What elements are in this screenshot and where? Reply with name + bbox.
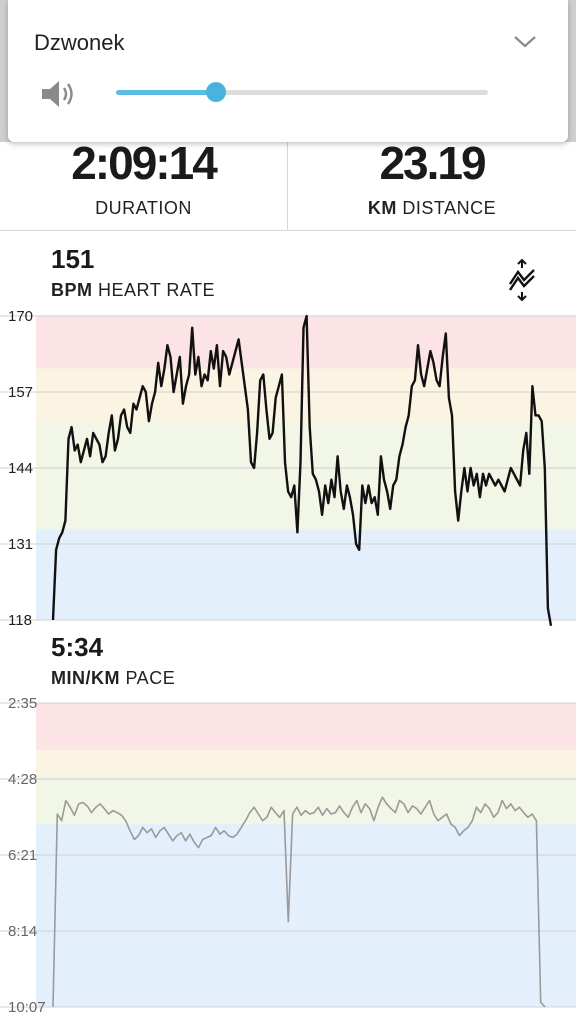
zone-band-2 xyxy=(36,776,576,825)
y-tick-label: 6:21 xyxy=(8,847,37,864)
pace-label-text: PACE xyxy=(125,668,176,688)
series-line xyxy=(51,314,553,627)
speaker-icon[interactable] xyxy=(40,78,80,110)
y-tick-label: 144 xyxy=(8,460,33,477)
volume-slider-thumb[interactable] xyxy=(206,82,227,102)
y-tick-label: 8:14 xyxy=(8,923,37,940)
heart-rate-label-text: HEART RATE xyxy=(98,280,216,300)
chevron-down-icon[interactable] xyxy=(510,28,540,54)
chart-toggle-icon[interactable] xyxy=(506,258,538,302)
heart-rate-label: BPM HEART RATE xyxy=(51,280,215,301)
pace-unit: MIN/KM xyxy=(51,668,120,688)
pace-chart: 2:35 4:28 6:21 8:14 10:07 xyxy=(0,695,576,1016)
duration-stat: 2:09:14 DURATION xyxy=(0,137,288,230)
y-tick-label: 2:35 xyxy=(8,695,37,712)
y-tick-label: 118 xyxy=(8,612,32,629)
heart-rate-value: 151 xyxy=(51,244,95,274)
zone-band-0 xyxy=(36,703,576,751)
distance-value: 23.19 xyxy=(379,137,486,189)
volume-slider-fill xyxy=(116,90,217,95)
zone-band-1 xyxy=(36,368,576,422)
y-tick-label: 170 xyxy=(8,308,33,325)
distance-label-text: DISTANCE xyxy=(402,198,497,218)
y-tick-label: 4:28 xyxy=(8,771,37,788)
distance-stat: 23.19 KM DISTANCE xyxy=(288,137,576,230)
pace-label: MIN/KM PACE xyxy=(51,668,175,689)
pace-value: 5:34 xyxy=(51,632,104,662)
duration-label: DURATION xyxy=(95,198,192,218)
summary-stats: 2:09:14 DURATION 23.19 KM DISTANCE xyxy=(0,137,576,231)
zone-band-1 xyxy=(36,750,576,777)
zone-band-3 xyxy=(36,529,576,620)
distance-label: KM DISTANCE xyxy=(288,198,576,219)
zone-band-2 xyxy=(36,421,576,530)
heart-rate-unit: BPM xyxy=(51,280,93,300)
y-tick-label: 157 xyxy=(8,384,33,401)
y-tick-label: 131 xyxy=(8,536,33,553)
zone-band-3 xyxy=(36,824,576,1007)
heart-rate-chart: 170 157 144 131 118 xyxy=(0,308,576,629)
series-line xyxy=(52,796,546,1008)
duration-value: 2:09:14 xyxy=(71,137,218,189)
y-tick-label: 10:07 xyxy=(8,999,46,1016)
volume-panel: Dzwonek xyxy=(8,0,568,142)
distance-unit: KM xyxy=(367,198,397,218)
volume-stream-title: Dzwonek xyxy=(34,30,125,55)
volume-slider-track[interactable] xyxy=(116,90,488,95)
